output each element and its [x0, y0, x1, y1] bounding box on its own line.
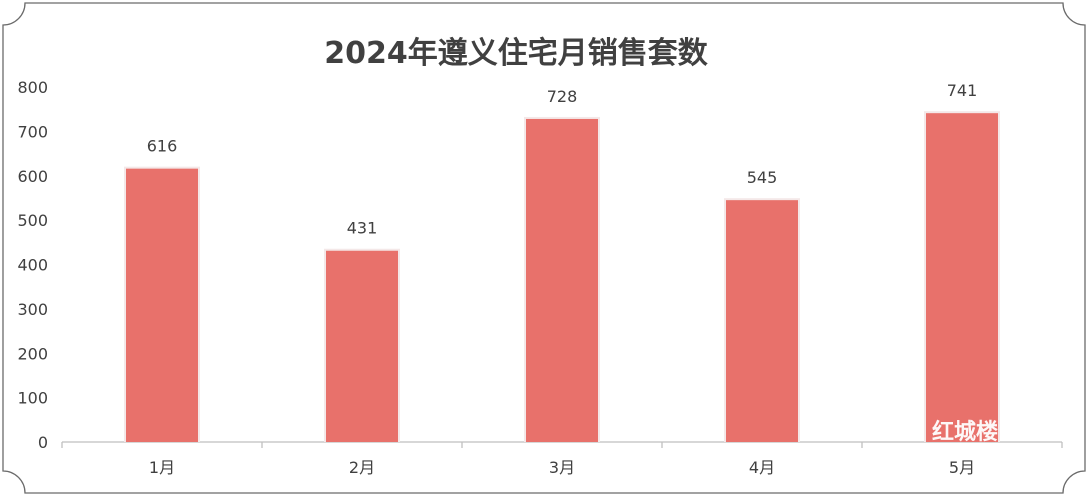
bar — [926, 113, 998, 443]
bar — [126, 168, 198, 442]
bar — [526, 118, 598, 442]
bar — [326, 250, 398, 442]
data-label: 728 — [547, 87, 578, 106]
data-label: 431 — [347, 219, 378, 238]
chart-title: 2024年遵义住宅月销售套数 — [324, 36, 708, 71]
y-tick-label: 500 — [17, 211, 48, 230]
bar — [726, 200, 798, 442]
y-tick-label: 700 — [17, 122, 48, 141]
y-tick-label: 800 — [17, 78, 48, 97]
data-label: 616 — [147, 137, 178, 156]
x-tick-label: 5月 — [949, 458, 975, 477]
data-label: 741 — [947, 81, 978, 100]
x-tick-label: 4月 — [749, 458, 775, 477]
y-tick-label: 400 — [17, 256, 48, 275]
y-tick-label: 300 — [17, 300, 48, 319]
data-label: 545 — [747, 168, 778, 187]
x-tick-label: 1月 — [149, 458, 175, 477]
x-tick-label: 3月 — [549, 458, 575, 477]
y-tick-label: 600 — [17, 167, 48, 186]
x-tick-label: 2月 — [349, 458, 375, 477]
y-tick-label: 0 — [38, 433, 48, 452]
y-tick-label: 100 — [17, 389, 48, 408]
y-tick-label: 200 — [17, 344, 48, 363]
watermark: 红城楼 — [932, 420, 999, 445]
